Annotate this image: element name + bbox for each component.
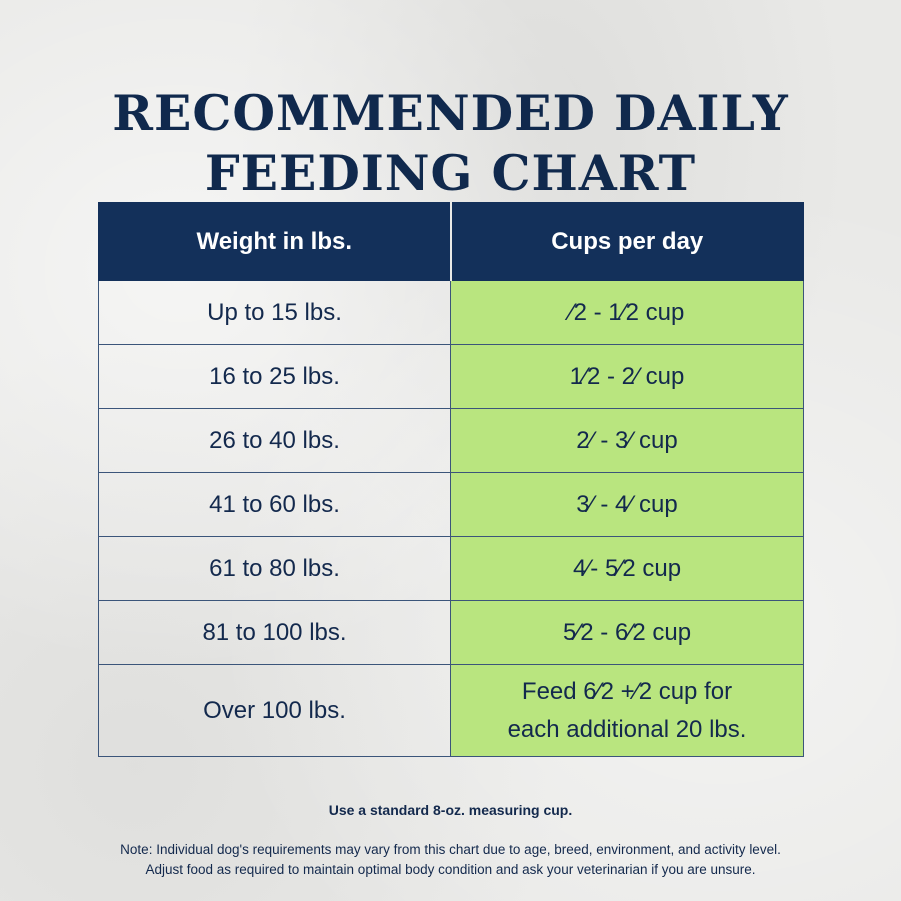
- weight-cell: 61 to 80 lbs.: [98, 536, 451, 601]
- title-line-1: RECOMMENDED DAILY: [112, 83, 789, 142]
- page-title: RECOMMENDED DAILY FEEDING CHART: [0, 83, 901, 203]
- title-line-2: FEEDING CHART: [204, 143, 697, 202]
- weight-cell: Over 100 lbs.: [98, 664, 451, 757]
- table-header-row: Weight in lbs. Cups per day: [98, 202, 804, 281]
- weight-cell: Up to 15 lbs.: [98, 280, 451, 345]
- table-row: 16 to 25 lbs. 1⁄2 - 2⁄ cup: [98, 344, 804, 409]
- table-row: 41 to 60 lbs. 3⁄ - 4⁄ cup: [98, 472, 804, 537]
- table-row: Up to 15 lbs. ⁄2 - 1⁄2 cup: [98, 280, 804, 345]
- cups-cell: ⁄2 - 1⁄2 cup: [450, 280, 804, 345]
- feeding-table: Weight in lbs. Cups per day Up to 15 lbs…: [98, 202, 804, 757]
- table-row: 81 to 100 lbs. 5⁄2 - 6⁄2 cup: [98, 600, 804, 665]
- cups-cell: 4⁄- 5⁄2 cup: [450, 536, 804, 601]
- weight-cell: 41 to 60 lbs.: [98, 472, 451, 537]
- table-row: Over 100 lbs. Feed 6⁄2 +⁄2 cup for each …: [98, 664, 804, 757]
- measuring-cup-note: Use a standard 8-oz. measuring cup.: [328, 802, 573, 818]
- cups-cell: Feed 6⁄2 +⁄2 cup for each additional 20 …: [450, 664, 804, 757]
- weight-cell: 26 to 40 lbs.: [98, 408, 451, 473]
- cups-cell-line-2: each additional 20 lbs.: [507, 715, 747, 743]
- disclaimer-note: Note: Individual dog's requirements may …: [0, 840, 901, 880]
- cups-cell-line-1: Feed 6⁄2 +⁄2 cup for: [521, 677, 733, 705]
- table-row: 26 to 40 lbs. 2⁄ - 3⁄ cup: [98, 408, 804, 473]
- cups-cell: 3⁄ - 4⁄ cup: [450, 472, 804, 537]
- weight-cell: 81 to 100 lbs.: [98, 600, 451, 665]
- disclaimer-line-2: Adjust food as required to maintain opti…: [145, 862, 756, 877]
- cups-cell: 2⁄ - 3⁄ cup: [450, 408, 804, 473]
- table-row: 61 to 80 lbs. 4⁄- 5⁄2 cup: [98, 536, 804, 601]
- cups-cell: 1⁄2 - 2⁄ cup: [450, 344, 804, 409]
- cups-cell: 5⁄2 - 6⁄2 cup: [450, 600, 804, 665]
- disclaimer-line-1: Note: Individual dog's requirements may …: [120, 842, 781, 857]
- header-weight: Weight in lbs.: [98, 202, 452, 281]
- header-cups: Cups per day: [450, 202, 804, 281]
- weight-cell: 16 to 25 lbs.: [98, 344, 451, 409]
